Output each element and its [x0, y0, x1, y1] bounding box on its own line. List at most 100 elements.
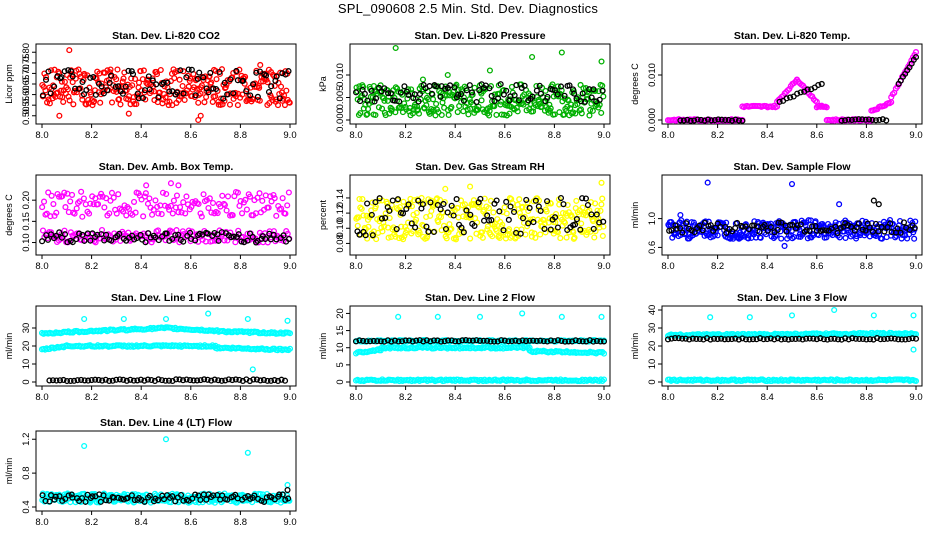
data-point: [466, 337, 473, 344]
data-point: [224, 193, 232, 200]
data-point: [368, 87, 375, 94]
data-point: [53, 232, 60, 239]
data-point: [385, 234, 392, 241]
data-point: [912, 54, 920, 61]
data-point: [797, 221, 804, 228]
data-point: [525, 220, 532, 227]
data-point: [513, 104, 520, 111]
y-tick-label: 1.2: [21, 433, 32, 446]
data-point: [859, 226, 866, 233]
data-point: [563, 234, 570, 241]
data-point: [286, 345, 294, 352]
data-point: [92, 239, 99, 246]
data-point: [69, 239, 76, 246]
data-point: [804, 86, 811, 93]
data-point: [373, 236, 380, 243]
x-tick-label: 8.2: [399, 392, 412, 403]
data-point: [718, 335, 725, 342]
data-point: [783, 95, 790, 102]
data-point: [859, 335, 866, 343]
data-point: [796, 335, 803, 342]
data-point: [432, 112, 439, 119]
chart-panel-2: Stan. Dev. Li-820 Pressure 8.0 8.2 8.4 8.6 8.…: [318, 30, 611, 141]
data-point: [437, 206, 444, 213]
outlier-point: [162, 436, 170, 443]
outlier-point: [244, 315, 251, 323]
series-2: [46, 376, 289, 385]
y-tick-label: 0: [335, 379, 346, 384]
chart-panel-9: Stan. Dev. Line 3 Flow 8.0 8.2 8.4 8.6 8.8 9.0…: [630, 292, 923, 403]
data-point: [67, 377, 74, 384]
data-point: [683, 220, 690, 227]
data-point: [265, 88, 273, 96]
data-point: [513, 82, 520, 89]
data-point: [523, 196, 530, 203]
data-point: [838, 336, 845, 343]
data-point: [517, 230, 524, 237]
x-tick-label: 8.0: [35, 517, 48, 528]
data-point: [155, 237, 162, 244]
data-point: [200, 191, 207, 198]
data-point: [805, 217, 812, 224]
data-point: [88, 376, 95, 384]
data-point: [590, 225, 597, 232]
data-point: [139, 95, 146, 102]
data-point: [106, 497, 113, 504]
data-point: [174, 67, 181, 75]
y-axis-label: ml/min: [4, 458, 14, 485]
data-point: [415, 98, 422, 105]
data-point: [247, 92, 254, 99]
data-point: [276, 95, 283, 102]
data-point: [493, 111, 500, 118]
data-point: [285, 68, 292, 75]
y-tick-label: 0.14: [335, 189, 346, 208]
data-point: [499, 221, 506, 228]
data-point: [792, 335, 799, 343]
data-point: [558, 337, 565, 344]
chart-panel-5: Stan. Dev. Gas Stream RH 8.0 8.2 8.4 8.6 8.8 9…: [318, 161, 611, 272]
data-point: [153, 71, 161, 78]
data-point: [819, 227, 826, 234]
data-point: [889, 91, 896, 98]
data-point: [478, 97, 485, 104]
data-point: [498, 337, 505, 344]
x-tick-label: 9.0: [909, 261, 922, 272]
data-point: [530, 108, 537, 115]
outlier-point: [836, 201, 843, 208]
data-point: [213, 76, 220, 83]
series-1: [38, 310, 294, 373]
data-point: [110, 194, 117, 201]
data-point: [463, 87, 470, 94]
data-point: [165, 203, 172, 210]
data-point: [273, 212, 280, 219]
x-tick-label: 8.8: [860, 261, 873, 272]
data-point: [155, 227, 162, 234]
data-point: [722, 116, 729, 124]
data-point: [182, 210, 189, 217]
y-tick-label: 0.20: [21, 191, 32, 210]
data-point: [146, 86, 153, 93]
data-point: [399, 210, 407, 217]
data-point: [89, 493, 96, 500]
data-point: [541, 220, 548, 227]
y-tick-label: 0.08: [335, 234, 346, 253]
data-point: [393, 205, 400, 212]
data-point: [183, 376, 190, 383]
data-point: [201, 376, 208, 383]
data-point: [243, 206, 250, 213]
outlier-point: [519, 310, 526, 317]
data-point: [590, 338, 597, 345]
data-point: [125, 67, 132, 74]
data-point: [170, 197, 177, 204]
outlier-point: [910, 312, 917, 319]
outlier-point: [120, 315, 127, 323]
data-point: [274, 377, 282, 385]
data-point: [92, 376, 99, 383]
data-point: [466, 82, 473, 89]
data-point: [354, 88, 361, 95]
data-point: [204, 230, 211, 237]
data-point: [455, 91, 462, 98]
data-point: [788, 335, 796, 342]
data-point: [911, 224, 918, 232]
x-tick-label: 8.0: [349, 261, 362, 272]
